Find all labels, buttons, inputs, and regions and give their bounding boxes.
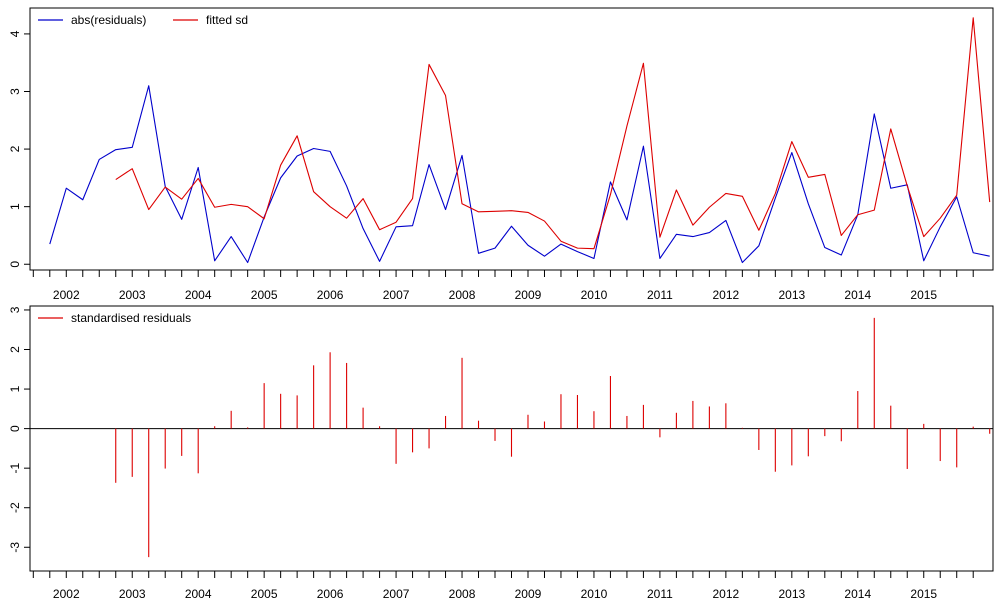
x-tick-label: 2012 xyxy=(713,288,740,302)
y-tick-label: 4 xyxy=(8,30,22,37)
x-tick-label: 2002 xyxy=(53,288,80,302)
y-tick-label: -2 xyxy=(8,502,22,513)
x-tick-label: 2013 xyxy=(778,288,805,302)
x-tick-label: 2012 xyxy=(713,587,740,600)
y-tick-label: 3 xyxy=(8,88,22,95)
x-tick-label: 2004 xyxy=(185,587,212,600)
x-tick-label: 2008 xyxy=(449,587,476,600)
x-tick-label: 2009 xyxy=(515,288,542,302)
y-tick-label: 1 xyxy=(8,385,22,392)
x-tick-label: 2006 xyxy=(317,587,344,600)
x-tick-label: 2008 xyxy=(449,288,476,302)
legend-label: fitted sd xyxy=(206,13,248,27)
y-tick-label: -3 xyxy=(8,542,22,553)
series-line xyxy=(49,85,990,264)
x-tick-label: 2014 xyxy=(844,587,871,600)
y-tick-label: -1 xyxy=(8,463,22,474)
series-fitted-sd xyxy=(115,17,991,250)
bottom-panel-standardised-residuals: -3 -2 -1 0 1 2 3 2002 2003 2004 2005 2006 2007 2008 20… xyxy=(8,305,994,600)
x-tick-label: 2010 xyxy=(581,587,608,600)
x-tick-label: 2007 xyxy=(383,288,410,302)
series-abs-residuals xyxy=(49,85,990,264)
x-tick-label: 2011 xyxy=(647,288,673,302)
y-tick-label: 3 xyxy=(8,306,22,313)
legend-label: abs(residuals) xyxy=(71,13,146,27)
x-tick-label: 2003 xyxy=(119,587,146,600)
y-tick-label: 2 xyxy=(8,346,22,353)
x-tick-label: 2005 xyxy=(251,288,278,302)
x-tick-label: 2004 xyxy=(185,288,212,302)
x-tick-label: 2007 xyxy=(383,587,410,600)
x-tick-label: 2013 xyxy=(778,587,805,600)
x-tick-label: 2011 xyxy=(647,587,673,600)
legend: standardised residuals xyxy=(38,311,191,325)
x-tick-label: 2015 xyxy=(910,288,937,302)
legend: abs(residuals) fitted sd xyxy=(38,13,248,27)
top-panel-abs-residuals-vs-fitted-sd: 0 1 2 3 4 2002 2003 2004 2005 2006 2007 2008 2009 201… xyxy=(8,7,994,302)
x-tick-label: 2010 xyxy=(581,288,608,302)
x-tick-label: 2014 xyxy=(844,288,871,302)
legend-label: standardised residuals xyxy=(71,311,191,325)
series-standardised-residuals xyxy=(115,317,991,558)
y-tick-label: 0 xyxy=(8,261,22,268)
y-tick-label: 0 xyxy=(8,425,22,432)
x-tick-label: 2015 xyxy=(910,587,937,600)
x-tick-label: 2005 xyxy=(251,587,278,600)
y-tick-label: 1 xyxy=(8,203,22,210)
y-tick-label: 2 xyxy=(8,145,22,152)
x-tick-label: 2003 xyxy=(119,288,146,302)
series-line xyxy=(115,17,991,250)
x-tick-label: 2006 xyxy=(317,288,344,302)
x-tick-label: 2002 xyxy=(53,587,80,600)
x-tick-label: 2009 xyxy=(515,587,542,600)
plot-frame xyxy=(29,7,994,271)
